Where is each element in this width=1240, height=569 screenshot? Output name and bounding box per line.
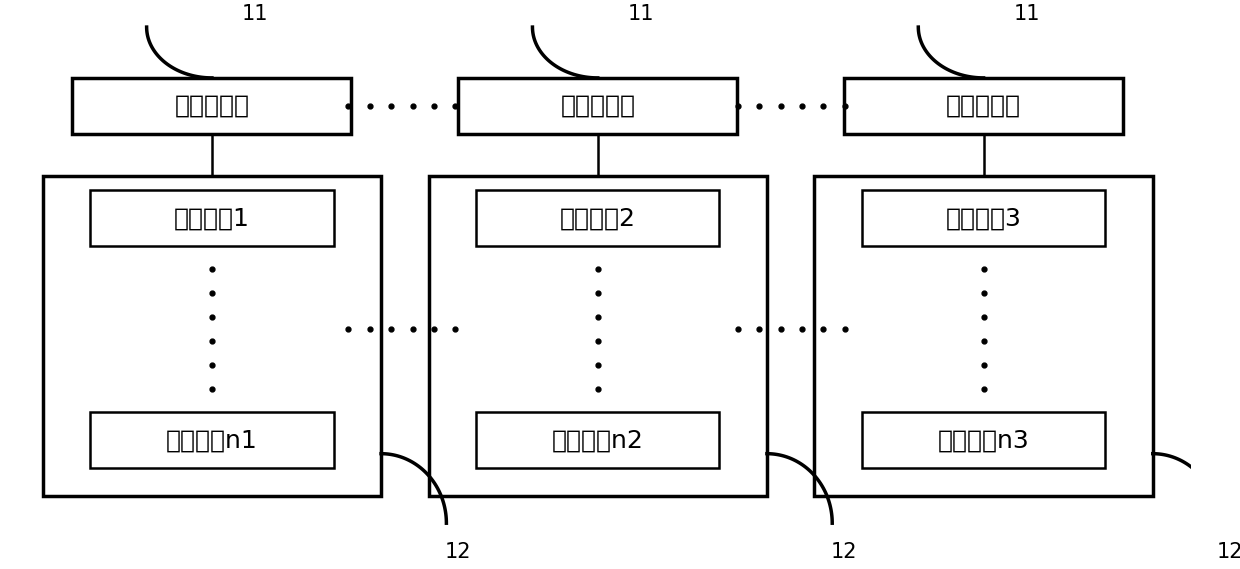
Bar <box>862 412 1105 468</box>
Bar <box>42 175 381 497</box>
Text: 11: 11 <box>242 5 268 24</box>
Text: 冷却子系统: 冷却子系统 <box>175 94 249 118</box>
Bar <box>91 190 334 246</box>
Bar <box>459 78 738 134</box>
Text: 11: 11 <box>1013 5 1040 24</box>
Text: 发热部件3: 发热部件3 <box>946 207 1022 230</box>
Bar <box>476 190 719 246</box>
Bar <box>429 175 766 497</box>
Text: 12: 12 <box>831 542 857 562</box>
Text: 发热部件n1: 发热部件n1 <box>166 428 258 452</box>
Bar <box>476 412 719 468</box>
Text: 发热部件1: 发热部件1 <box>174 207 250 230</box>
Bar <box>862 190 1105 246</box>
Text: 发热部件n3: 发热部件n3 <box>937 428 1029 452</box>
Text: 11: 11 <box>627 5 653 24</box>
Bar <box>91 412 334 468</box>
Text: 发热部件2: 发热部件2 <box>559 207 636 230</box>
Bar <box>72 78 351 134</box>
Text: 冷却子系统: 冷却子系统 <box>560 94 635 118</box>
Bar <box>844 78 1123 134</box>
Text: 12: 12 <box>445 542 471 562</box>
Text: 冷却子系统: 冷却子系统 <box>946 94 1021 118</box>
Text: 发热部件n2: 发热部件n2 <box>552 428 644 452</box>
Text: 12: 12 <box>1216 542 1240 562</box>
Bar <box>815 175 1153 497</box>
